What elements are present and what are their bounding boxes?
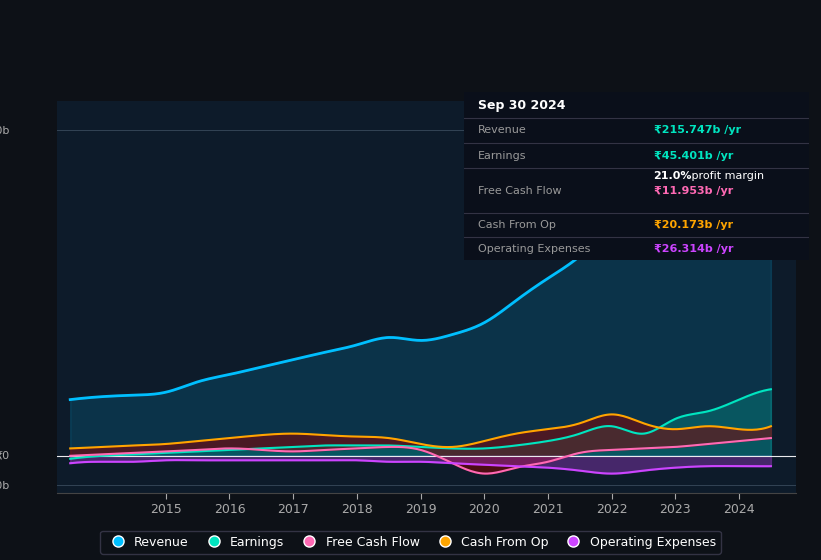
Text: ₹0: ₹0 bbox=[0, 451, 10, 461]
Text: ₹20.173b /yr: ₹20.173b /yr bbox=[654, 220, 732, 230]
Text: ₹11.953b /yr: ₹11.953b /yr bbox=[654, 186, 733, 195]
Text: -₹20b: -₹20b bbox=[0, 480, 10, 491]
Text: Cash From Op: Cash From Op bbox=[478, 220, 556, 230]
Text: Free Cash Flow: Free Cash Flow bbox=[478, 186, 562, 195]
Legend: Revenue, Earnings, Free Cash Flow, Cash From Op, Operating Expenses: Revenue, Earnings, Free Cash Flow, Cash … bbox=[100, 531, 721, 554]
Text: Revenue: Revenue bbox=[478, 125, 526, 135]
Text: profit margin: profit margin bbox=[688, 171, 764, 181]
Text: Operating Expenses: Operating Expenses bbox=[478, 244, 590, 254]
Text: ₹45.401b /yr: ₹45.401b /yr bbox=[654, 151, 733, 161]
Text: ₹26.314b /yr: ₹26.314b /yr bbox=[654, 244, 733, 254]
Text: Sep 30 2024: Sep 30 2024 bbox=[478, 99, 565, 111]
Text: ₹220b: ₹220b bbox=[0, 125, 10, 136]
Text: ₹215.747b /yr: ₹215.747b /yr bbox=[654, 125, 741, 135]
Text: Earnings: Earnings bbox=[478, 151, 526, 161]
Text: 21.0%: 21.0% bbox=[654, 171, 692, 181]
